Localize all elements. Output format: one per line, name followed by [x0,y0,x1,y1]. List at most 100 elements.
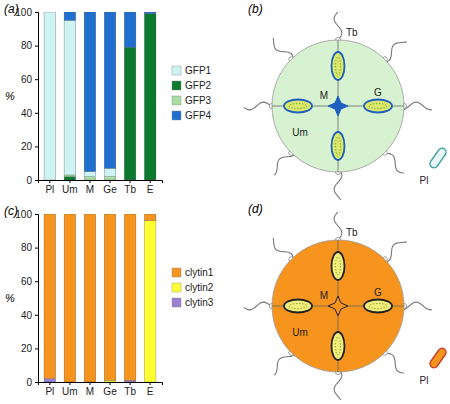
bar-segment [44,12,56,13]
diagram-label: Tb [346,27,358,38]
y-axis: 020406080100 [15,7,38,186]
x-tick-mark [130,180,131,183]
tentacle [404,102,432,110]
y-tick: 100 [15,209,38,220]
x-tick-label: E [147,386,154,397]
diagram-label: M [320,90,328,101]
bar-segment [44,12,56,180]
legend-label: clytin3 [185,297,214,308]
x-tick-mark [150,382,151,385]
legend-label: GFP1 [185,65,212,76]
x-tick-label: Tb [124,386,136,397]
x-tick-label: Tb [124,184,136,195]
diagram-label: G [374,287,382,298]
x-tick: E [147,382,154,397]
bar-segment [104,168,116,176]
panel-label: (d) [248,202,263,216]
tentacle [274,155,294,175]
y-tick: 0 [26,377,38,388]
tentacle [334,372,342,400]
x-tick: E [147,180,154,195]
x-tick: Tb [124,382,136,397]
y-tick-mark [35,214,38,215]
gonad [332,332,345,360]
gonad [332,132,345,160]
y-tick: 20 [21,343,38,354]
tentacle [387,242,407,262]
x-tick: M [86,382,94,397]
y-tick: 80 [21,242,38,253]
x-tick: Um [62,180,78,195]
x-tick: Tb [124,180,136,195]
tentacle [273,38,293,58]
x-tick: Pl [45,180,54,195]
x-tick-label: Ge [103,184,117,195]
tentacle [274,355,294,375]
tentacle [384,353,404,373]
x-tick-mark [69,382,70,385]
x-tick-label: Pl [45,386,54,397]
x-tick-label: Pl [45,184,54,195]
x-axis: Pl Um M Ge Tb E [39,382,163,397]
bar-segment [64,177,76,180]
y-tick-mark [35,180,38,181]
diagram-label: Tb [346,227,358,238]
tentacle [244,102,272,110]
y-tick-label: 100 [15,7,32,18]
tentacle [244,302,272,310]
diagram-label: G [374,87,382,98]
x-tick: M [86,180,94,195]
bar-segment [44,379,56,382]
legend-swatch [172,268,181,277]
legend-swatch [172,298,181,307]
legend-label: GFP3 [185,95,212,106]
y-tick-label: 60 [21,74,33,85]
x-tick-label: M [86,386,94,397]
gonad [332,52,345,80]
legend-swatch [172,66,181,75]
gonad-stripe [336,137,341,155]
bar-segment [104,177,116,180]
manubrium [328,96,348,116]
bar-segment [64,214,76,382]
y-tick-mark [35,146,38,147]
bar-segment [124,380,136,382]
y-tick: 20 [21,141,38,152]
diagram-label: Pl [420,175,429,186]
bar-segment [64,20,76,175]
y-axis-title: % [5,292,15,304]
y-tick-mark [35,281,38,282]
y-tick-mark [35,46,38,47]
y-tick-label: 60 [21,276,33,287]
bar-segment [124,12,136,47]
diagram: (b)TbMGUmPl [244,2,448,200]
x-tick-label: Um [62,386,78,397]
legend-swatch [172,283,181,292]
tentacle [334,212,342,240]
gonad-stripe [336,57,341,75]
chart-panel: (c)PlUmMGeTbE020406080100%clytin1clytin2… [4,204,214,397]
y-tick: 40 [21,310,38,321]
diagram: (d)TbMGUmPl [244,202,448,400]
x-tick-mark [110,180,111,183]
gonad-stripe [289,304,307,309]
y-tick-mark [35,348,38,349]
diagram-label: Pl [420,375,429,386]
y-axis: 0 20 40 60 80 100 [15,209,38,388]
tentacle [334,172,342,200]
bar-segment [84,12,96,172]
tentacle [387,42,407,62]
bar-segment [144,12,156,14]
x-tick-label: M [86,184,94,195]
planula [428,347,447,370]
y-tick-mark [35,382,38,383]
gonad [284,100,312,113]
x-tick-label: Um [62,184,78,195]
gonad-stripe [336,257,341,275]
diagram-label: Um [292,327,308,338]
y-tick: 60 [21,74,38,85]
umbrella [272,240,404,372]
x-tick-label: Ge [103,386,117,397]
planula [428,147,447,170]
x-tick-mark [49,180,50,183]
